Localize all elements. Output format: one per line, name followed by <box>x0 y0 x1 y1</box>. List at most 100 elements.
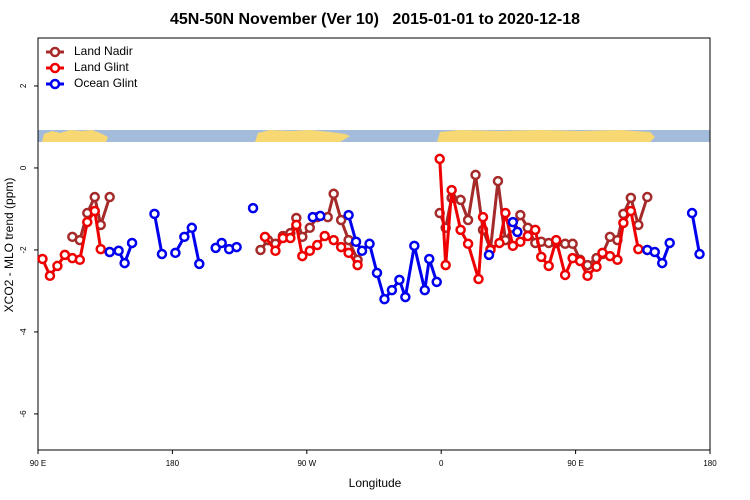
data-point <box>304 222 316 234</box>
data-point <box>291 219 302 231</box>
data-point <box>434 153 445 165</box>
data-point <box>335 214 347 226</box>
data-point <box>492 175 504 187</box>
data-point <box>350 236 362 247</box>
data-point <box>259 231 271 243</box>
data-point <box>386 284 398 296</box>
data-point <box>494 237 505 249</box>
data-point <box>255 244 266 256</box>
y-tick-label: -6 <box>19 410 28 418</box>
series-line <box>690 212 702 255</box>
data-point <box>522 230 534 242</box>
data-point <box>186 222 198 234</box>
data-point <box>591 261 602 273</box>
data-point <box>343 247 354 259</box>
x-tick-label: 90 E <box>567 459 583 468</box>
data-point <box>477 211 489 223</box>
data-point <box>74 254 86 266</box>
data-point <box>400 291 411 303</box>
map-strip <box>38 130 710 142</box>
data-point <box>440 259 451 271</box>
data-point <box>126 237 138 249</box>
series-line <box>153 213 164 255</box>
data-point <box>156 248 168 260</box>
data-point <box>409 240 420 252</box>
data-point <box>419 284 431 296</box>
data-point <box>379 293 390 305</box>
data-point <box>170 247 181 259</box>
data-point <box>364 238 375 250</box>
data-point <box>686 207 698 219</box>
data-point <box>625 205 637 217</box>
data-point <box>104 246 115 258</box>
legend-marker <box>49 62 61 74</box>
data-point <box>446 184 457 196</box>
chart-title: 45N-50N November (Ver 10) 2015-01-01 to … <box>170 11 580 28</box>
data-point <box>179 231 190 243</box>
data-point <box>194 258 205 270</box>
data-point <box>270 245 281 257</box>
data-point <box>44 270 56 282</box>
data-point <box>483 249 495 261</box>
data-point <box>424 253 435 265</box>
data-point <box>625 192 637 204</box>
data-point <box>335 241 347 253</box>
x-tick-label: 90 E <box>30 459 46 468</box>
legend-label: Land Glint <box>74 60 129 74</box>
data-point <box>559 269 571 281</box>
data-point <box>507 216 519 228</box>
data-point <box>231 241 242 253</box>
data-point <box>216 237 227 249</box>
data-point <box>462 238 474 250</box>
data-point <box>304 245 316 257</box>
data-point <box>149 208 160 220</box>
data-point <box>536 251 547 263</box>
data-point <box>462 214 474 226</box>
data-point <box>314 210 326 222</box>
data-point <box>371 267 383 279</box>
legend-marker <box>49 46 61 58</box>
data-point <box>119 257 130 269</box>
data-point <box>352 259 363 271</box>
y-tick-label: -2 <box>19 246 28 254</box>
data-point <box>550 234 562 246</box>
data-point <box>285 232 296 244</box>
data-point <box>500 207 511 219</box>
data-point <box>82 216 93 228</box>
data-point <box>507 240 519 252</box>
legend-label: Ocean Glint <box>74 76 138 90</box>
data-point <box>543 260 554 272</box>
data-point <box>567 238 578 250</box>
y-tick-label: -4 <box>19 328 28 336</box>
data-point <box>431 276 442 288</box>
data-point <box>328 234 339 246</box>
data-point <box>530 224 541 236</box>
data-point <box>633 243 644 255</box>
data-point <box>328 188 339 200</box>
series-line <box>174 226 201 265</box>
data-point <box>52 260 63 272</box>
data-point <box>394 274 405 286</box>
data-point <box>515 209 526 221</box>
data-point <box>694 248 705 260</box>
data-point <box>664 237 675 249</box>
x-axis-label: Longitude <box>349 476 402 490</box>
data-point <box>473 273 484 285</box>
data-point <box>89 205 100 217</box>
data-point <box>312 239 323 251</box>
data-point <box>618 217 629 229</box>
data-point <box>356 245 368 257</box>
x-tick-label: 90 W <box>297 459 316 468</box>
data-point <box>247 202 259 214</box>
legend-marker <box>49 78 61 90</box>
data-point <box>582 270 593 282</box>
x-tick-label: 180 <box>703 459 717 468</box>
y-tick-label: 0 <box>19 165 28 170</box>
data-point <box>642 191 653 203</box>
data-point <box>95 243 106 255</box>
x-tick-label: 0 <box>439 459 444 468</box>
data-point <box>104 191 115 203</box>
data-point <box>612 254 623 266</box>
